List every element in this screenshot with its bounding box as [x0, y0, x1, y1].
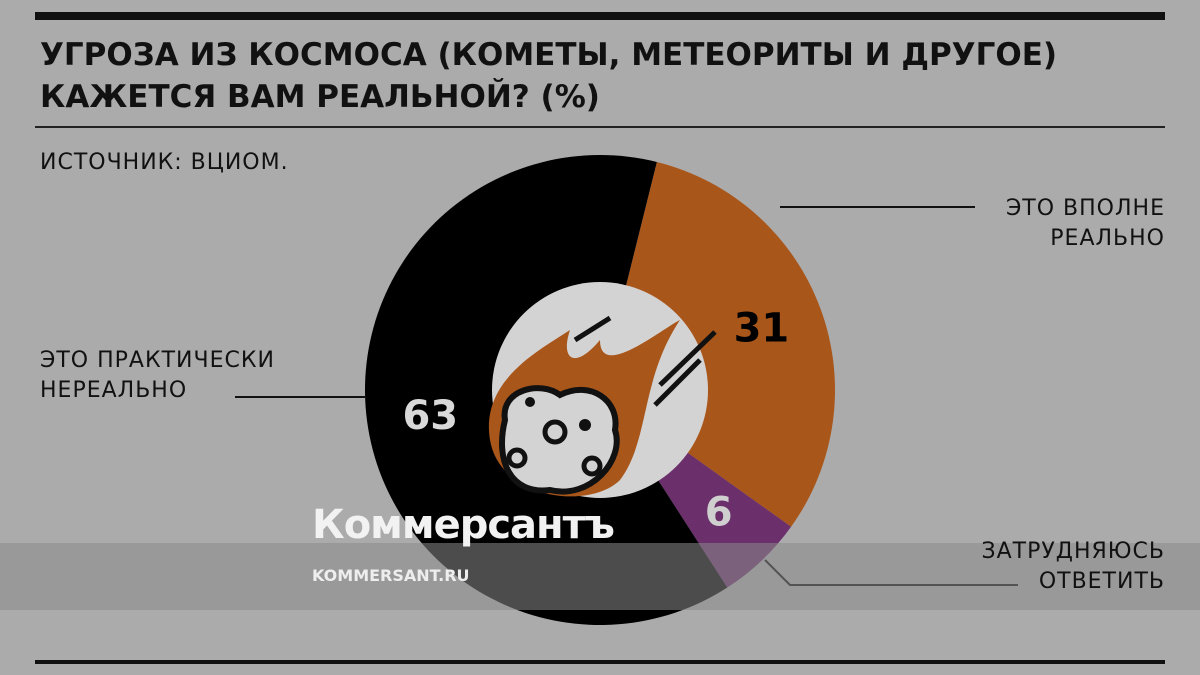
chart-title: УГРОЗА ИЗ КОСМОСА (КОМЕТЫ, МЕТЕОРИТЫ И Д…	[40, 37, 1058, 115]
rule	[35, 126, 1165, 128]
meteor-icon	[488, 315, 717, 497]
category-label: ЭТО ВПОЛНЕ РЕАЛЬНО	[1005, 196, 1165, 251]
value-label: 31	[734, 306, 790, 352]
top-bar	[35, 12, 1165, 20]
value-label: 6	[705, 490, 733, 536]
category-label: ЗАТРУДНЯЮСЬ ОТВЕТИТЬ	[981, 539, 1165, 594]
watermark-brand: Коммерсантъ	[312, 502, 615, 548]
slice	[600, 161, 835, 527]
watermark-url: KOMMERSANT.RU	[312, 566, 470, 585]
source: ИСТОЧНИК: ВЦИОМ.	[40, 150, 289, 175]
bottom-bar	[35, 660, 1165, 664]
value-label: 63	[402, 393, 458, 439]
category-label: ЭТО ПРАКТИЧЕСКИ НЕРЕАЛЬНО	[40, 348, 275, 403]
watermark-band	[0, 543, 1200, 610]
